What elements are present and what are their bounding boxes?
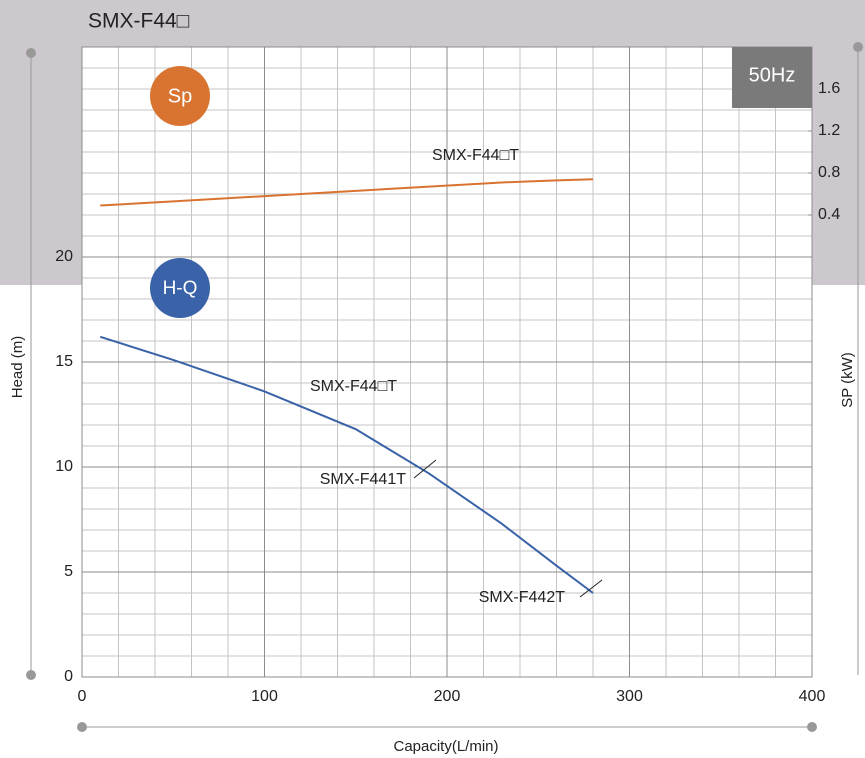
series-label: SMX-F44□T	[310, 378, 397, 395]
x-tick-label: 0	[78, 688, 87, 705]
y2-tick-label: 1.6	[818, 80, 840, 97]
y2-tick-label: 1.2	[818, 122, 840, 139]
badge-label: H-Q	[163, 278, 198, 299]
axis-decor	[77, 722, 87, 732]
badge-label: Sp	[168, 85, 192, 107]
badge-label: 50Hz	[749, 64, 796, 86]
series-line	[99, 335, 594, 594]
plot-border	[81, 46, 813, 678]
annotation: SMX-F442T	[479, 589, 565, 606]
marker-tick	[579, 579, 603, 598]
badge	[732, 47, 812, 108]
y-tick-label: 20	[55, 248, 73, 265]
series-line	[100, 178, 594, 207]
badge	[150, 258, 210, 318]
x-axis-label: Capacity(L/min)	[393, 738, 498, 755]
y2-tick-label: 0.8	[818, 164, 840, 181]
y-tick-label: 15	[55, 353, 73, 370]
axis-decor	[26, 670, 36, 680]
x-tick-label: 300	[616, 688, 643, 705]
y-tick-label: 5	[64, 563, 73, 580]
axis-decor	[26, 48, 36, 58]
y2-axis-label: SP (kW)	[839, 352, 856, 408]
x-tick-label: 100	[251, 688, 278, 705]
annotation: SMX-F441T	[320, 471, 406, 488]
y-axis-label: Head (m)	[9, 336, 26, 399]
x-tick-label: 400	[799, 688, 826, 705]
axis-decor	[853, 42, 863, 52]
chart-title: SMX-F44□	[88, 10, 190, 33]
series-label: SMX-F44□T	[432, 147, 519, 164]
y2-tick-label: 0.4	[818, 206, 840, 223]
x-tick-label: 200	[434, 688, 461, 705]
y-tick-label: 10	[55, 458, 73, 475]
marker-tick	[413, 459, 437, 479]
badge	[150, 66, 210, 126]
axis-decor	[807, 722, 817, 732]
y-tick-label: 0	[64, 668, 73, 685]
